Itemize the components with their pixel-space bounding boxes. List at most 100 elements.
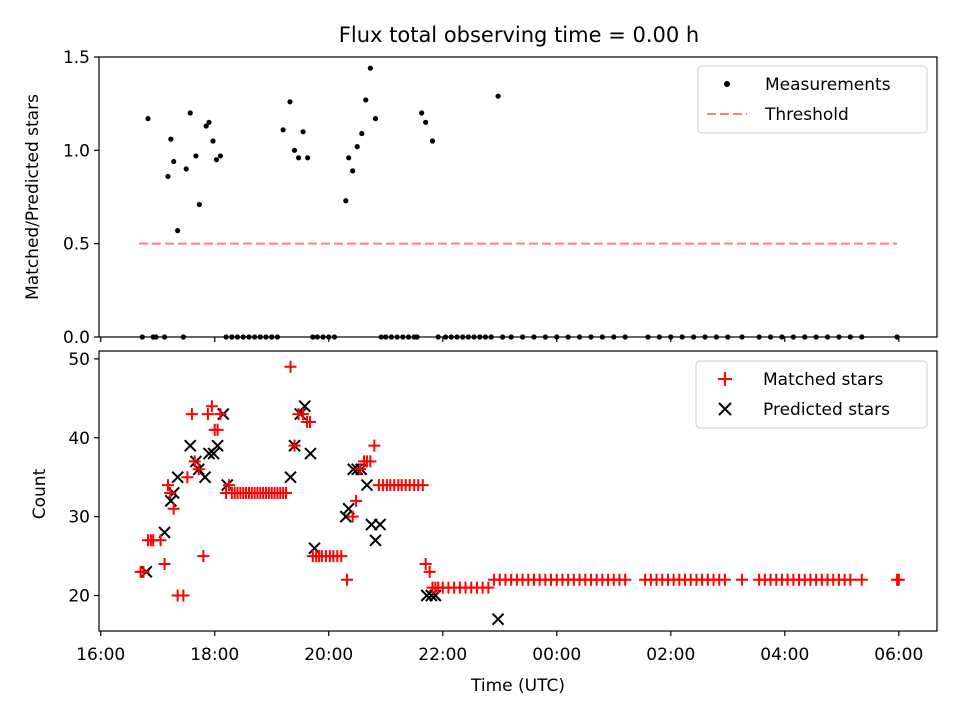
matched-star-marker — [201, 408, 214, 421]
measurement-point — [280, 127, 286, 133]
predicted-star-marker — [198, 470, 212, 484]
ratio-plot-frame — [98, 56, 938, 338]
predicted-star-marker — [211, 439, 224, 452]
measurement-point — [187, 110, 193, 116]
predicted-legend-marker — [718, 402, 732, 416]
measurement-point — [343, 198, 349, 204]
measurement-point — [354, 144, 360, 150]
measurement-point — [165, 173, 171, 180]
measurement-point — [367, 65, 373, 71]
measurement-point — [359, 130, 365, 137]
count-x-tick-label: 20:00 — [304, 645, 353, 665]
measurement-point — [346, 155, 352, 161]
predicted-star-marker — [373, 518, 387, 531]
matched-star-marker — [158, 557, 171, 570]
predicted-legend-label: Predicted stars — [763, 400, 890, 420]
count-y-axis-label: Count — [30, 468, 50, 519]
ratio-panel: 0.0 0.5 1.0 1.5 Matched/Predicted stars Mea… — [23, 48, 938, 348]
matched-star-marker — [340, 573, 353, 586]
matched-star-marker — [181, 471, 194, 484]
count-x-tick-label: 18:00 — [190, 645, 239, 665]
count-y-tick-label: 20 — [68, 587, 90, 607]
measurement-point — [291, 147, 298, 153]
predicted-star-marker — [298, 400, 312, 413]
ratio-legend: Measurements Threshold — [697, 65, 928, 134]
count-axis-ticks: 20 30 40 50 16:00 18:00 20:00 22:00 00:00 02:00 04… — [68, 350, 923, 665]
measurement-point — [295, 155, 302, 161]
measurement-point — [171, 158, 177, 165]
measurement-point — [203, 123, 209, 129]
ratio-y-tick-label: 0.0 — [63, 328, 90, 348]
matched-star-marker — [303, 415, 316, 428]
figure-title: Flux total observing time = 0.00 h — [339, 23, 699, 47]
matched-star-marker — [205, 400, 218, 413]
measurement-point — [217, 153, 224, 159]
matched-legend-marker — [718, 372, 732, 386]
matched-star-marker — [350, 494, 363, 507]
predicted-star-marker — [171, 470, 184, 484]
measurement-point — [145, 116, 151, 122]
matched-star-marker — [161, 479, 174, 492]
ratio-y-tick-label: 1.0 — [63, 141, 90, 161]
measurement-point — [350, 168, 356, 174]
matched-star-marker — [419, 557, 432, 570]
measurement-point — [423, 119, 429, 125]
measurement-point — [210, 138, 216, 144]
matched-star-marker — [416, 479, 429, 492]
ratio-y-tick-label: 0.5 — [63, 235, 90, 255]
count-x-tick-label: 06:00 — [874, 645, 923, 665]
measurement-point — [287, 99, 293, 105]
matched-star-marker — [482, 581, 495, 594]
predicted-star-marker — [491, 612, 505, 626]
count-x-tick-label: 00:00 — [532, 645, 581, 665]
measurement-point — [168, 136, 174, 142]
measurement-point — [495, 93, 501, 99]
ratio-axis-ticks: 0.0 0.5 1.0 1.5 — [63, 48, 900, 348]
measurement-point — [300, 129, 306, 135]
matched-star-marker — [855, 573, 868, 586]
ratio-legend-box — [697, 65, 928, 134]
matched-star-marker — [214, 408, 227, 421]
predicted-star-marker — [369, 534, 382, 547]
count-y-tick-label: 30 — [68, 508, 90, 528]
count-panel: 20 30 40 50 16:00 18:00 20:00 22:00 00:00 02:00 04… — [30, 350, 938, 696]
count-x-tick-label: 02:00 — [646, 645, 695, 665]
matched-star-marker — [619, 573, 632, 586]
count-legend: Matched stars Predicted stars — [695, 360, 928, 429]
count-x-tick-label: 16:00 — [76, 645, 125, 665]
measurement-point — [183, 166, 189, 172]
matched-star-marker — [154, 534, 167, 547]
measurement-point — [175, 228, 181, 234]
matched-star-marker — [137, 565, 150, 578]
predicted-star-marker — [304, 447, 317, 460]
matched-star-marker — [164, 486, 177, 499]
measurement-point — [206, 119, 212, 125]
predicted-star-marker — [284, 470, 297, 484]
predicted-star-marker — [184, 439, 197, 452]
matched-star-marker — [354, 463, 367, 476]
matched-star-marker — [288, 439, 301, 452]
matched-star-marker — [197, 550, 210, 563]
measurement-point — [372, 116, 379, 122]
matched-star-marker — [177, 589, 190, 602]
count-y-tick-label: 50 — [68, 350, 90, 370]
measurement-point — [305, 155, 311, 161]
ratio-y-tick-label: 1.5 — [63, 48, 90, 68]
x-axis-label: Time (UTC) — [470, 676, 565, 696]
ratio-y-axis-label: Matched/Predicted stars — [23, 94, 43, 300]
matched-star-marker — [736, 573, 749, 586]
matched-star-marker — [188, 455, 201, 468]
predicted-star-marker — [207, 447, 220, 460]
measurement-point — [213, 157, 220, 163]
matched-star-marker — [844, 573, 857, 586]
predicted-star-marker — [339, 510, 353, 523]
measurements-legend-marker — [724, 81, 730, 87]
count-plot-frame — [98, 350, 938, 632]
matched-star-marker — [192, 463, 205, 476]
count-legend-box — [695, 360, 928, 429]
measurement-point — [196, 201, 202, 208]
matched-star-marker — [335, 550, 348, 563]
matched-star-marker — [167, 502, 180, 515]
matched-star-marker — [211, 423, 224, 436]
